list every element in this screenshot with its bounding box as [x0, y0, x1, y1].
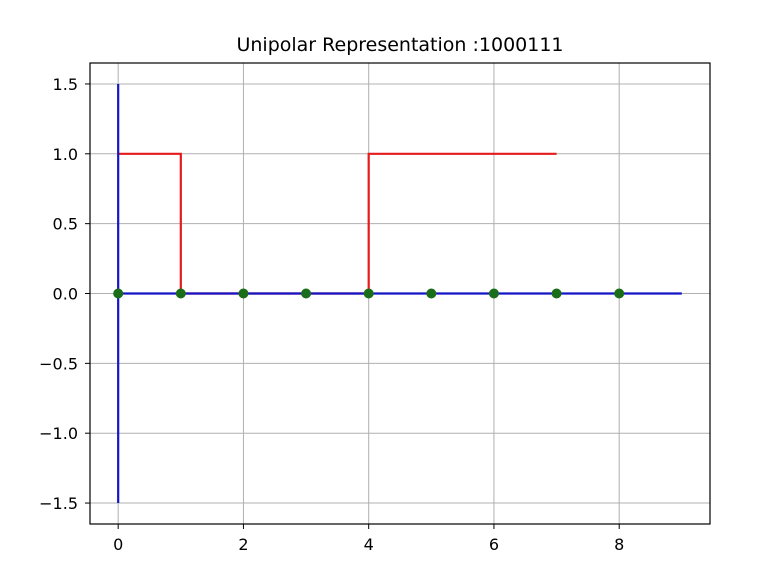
x-tick-label: 0 [113, 535, 123, 554]
y-tick-label: 0.5 [53, 215, 78, 234]
series-layer [113, 83, 682, 504]
x-tick-label: 2 [238, 535, 248, 554]
x-tick-label: 4 [364, 535, 374, 554]
data-point [301, 288, 312, 299]
data-point [113, 288, 124, 299]
y-tick-label: −1.5 [39, 494, 78, 513]
x-tick-label: 6 [489, 535, 499, 554]
data-point [488, 288, 499, 299]
y-tick-label: 0.0 [53, 285, 78, 304]
y-tick-label: 1.0 [53, 145, 78, 164]
x-tick-label: 8 [614, 535, 624, 554]
data-point [238, 288, 249, 299]
ticks-layer: 0 2 4 6 8 1.5 1.0 0.5 0.0 −0.5 −1.0 −1.5 [39, 75, 624, 554]
data-point [363, 288, 374, 299]
data-point [175, 288, 186, 299]
y-tick-label: −1.0 [39, 424, 78, 443]
data-point [614, 288, 625, 299]
data-point [426, 288, 437, 299]
y-tick-label: −0.5 [39, 354, 78, 373]
y-tick-label: 1.5 [53, 75, 78, 94]
data-point [551, 288, 562, 299]
chart-title: Unipolar Representation :1000111 [236, 34, 563, 56]
